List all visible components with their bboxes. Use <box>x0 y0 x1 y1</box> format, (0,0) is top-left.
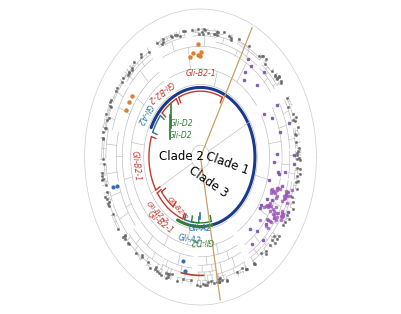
Text: Gli-A2: Gli-A2 <box>177 233 201 246</box>
Text: Gli-D2: Gli-D2 <box>190 236 213 245</box>
Text: Gli-B2-2: Gli-B2-2 <box>145 78 175 104</box>
Text: Clade 3: Clade 3 <box>186 164 231 200</box>
Text: Gli-B2-2: Gli-B2-2 <box>166 196 188 221</box>
Text: Gli-D2: Gli-D2 <box>170 119 194 128</box>
Text: Gli-B2-1: Gli-B2-1 <box>145 209 174 236</box>
Text: Gli-A2: Gli-A2 <box>134 102 154 127</box>
Text: Gli-A2: Gli-A2 <box>189 224 212 233</box>
Text: Gli-B2-2: Gli-B2-2 <box>145 200 169 225</box>
Text: Gli-D2: Gli-D2 <box>168 131 192 140</box>
Text: Gli-B2-1: Gli-B2-1 <box>129 150 142 181</box>
Text: Gli-B2-1: Gli-B2-1 <box>185 69 216 78</box>
Text: Clade 2: Clade 2 <box>159 150 204 164</box>
Text: Clade 1: Clade 1 <box>204 149 251 177</box>
Polygon shape <box>85 9 316 305</box>
